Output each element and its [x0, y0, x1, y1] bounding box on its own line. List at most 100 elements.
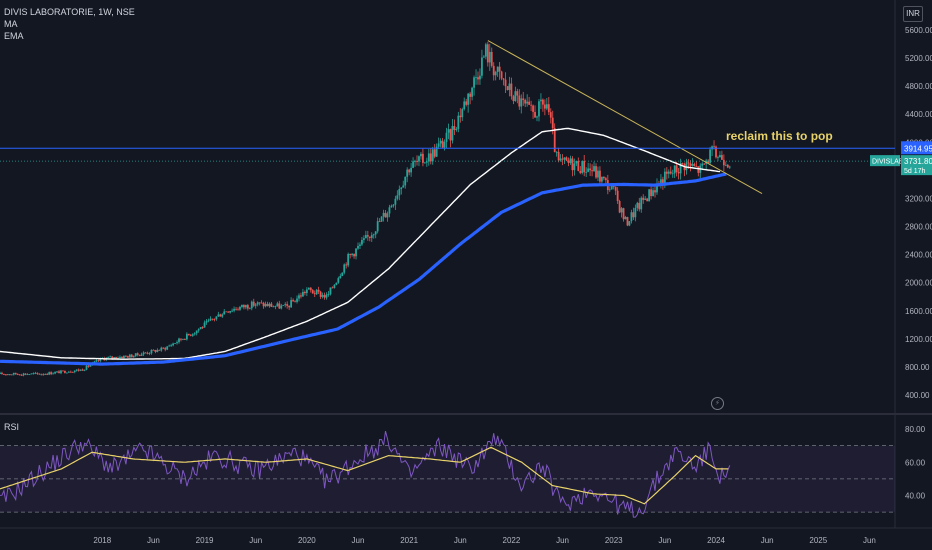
candle: [321, 295, 324, 297]
candle: [484, 44, 487, 57]
last-price-label: 3731.80: [904, 157, 932, 166]
candle: [593, 166, 595, 172]
candle: [241, 304, 243, 307]
candle: [500, 71, 503, 79]
candle: [117, 357, 119, 359]
candle: [447, 129, 450, 133]
candle: [81, 369, 84, 371]
candle: [374, 231, 377, 235]
candle: [581, 160, 584, 173]
last-price-tag: [901, 155, 932, 176]
candle: [180, 338, 182, 340]
legend-ma[interactable]: MA: [4, 19, 18, 29]
candle: [219, 314, 222, 317]
price-tick-label: 5200.00: [905, 54, 932, 63]
candle: [486, 44, 489, 63]
candle: [170, 345, 173, 347]
candle: [536, 116, 538, 118]
candle: [134, 353, 137, 357]
candle: [538, 101, 540, 117]
candle: [378, 221, 381, 223]
candle: [661, 179, 664, 186]
candle: [71, 371, 74, 373]
candle: [561, 158, 564, 160]
candle: [382, 212, 385, 217]
candle: [284, 304, 287, 306]
candle: [345, 264, 348, 266]
candle: [5, 374, 7, 376]
candle: [549, 112, 552, 118]
candle: [85, 365, 88, 370]
candle: [697, 166, 700, 173]
candle: [475, 77, 477, 79]
candle: [642, 197, 645, 200]
candle: [305, 289, 308, 294]
candle: [16, 374, 19, 375]
candle: [209, 318, 212, 321]
candle: [28, 374, 31, 376]
candle: [246, 305, 249, 309]
candle: [477, 77, 479, 80]
candle: [646, 198, 649, 202]
candle: [130, 354, 133, 358]
candle: [516, 91, 519, 96]
candle: [587, 168, 590, 172]
candle: [215, 316, 218, 320]
candle: [341, 272, 344, 276]
candle: [589, 168, 592, 171]
candle: [337, 278, 340, 283]
candle: [717, 157, 719, 159]
candle: [559, 158, 562, 161]
candle: [632, 212, 635, 218]
candle: [73, 370, 76, 373]
candle: [376, 221, 379, 232]
candle: [602, 176, 605, 179]
candle: [439, 140, 442, 144]
candle: [229, 311, 232, 313]
candle: [563, 157, 566, 160]
candle: [372, 234, 375, 236]
rsi-tick-label: 60.00: [905, 458, 926, 467]
legend-ema[interactable]: EMA: [4, 31, 24, 41]
candle: [128, 354, 131, 358]
candle: [482, 56, 485, 58]
rsi-legend[interactable]: RSI: [4, 422, 20, 432]
candle: [414, 161, 416, 163]
candle: [89, 365, 92, 367]
legend-symbol[interactable]: DIVIS LABORATORIE, 1W, NSE: [4, 7, 135, 17]
candle: [370, 235, 373, 238]
candle: [595, 166, 597, 178]
candle: [545, 104, 548, 109]
candle: [691, 163, 694, 166]
currency-button[interactable]: INR: [903, 6, 923, 22]
candle: [12, 372, 15, 375]
ticker-label: DIVISLAB: [872, 159, 904, 166]
candle: [355, 248, 357, 257]
candle: [687, 162, 690, 164]
rsi-ma-line: [0, 446, 729, 505]
candle: [353, 253, 355, 257]
candle: [427, 153, 430, 162]
candle: [1, 372, 3, 375]
candle: [481, 57, 483, 76]
candle: [172, 343, 174, 346]
candle: [599, 170, 601, 182]
candle: [540, 99, 542, 102]
time-tick-label: 2018: [93, 536, 111, 545]
candle: [577, 160, 580, 171]
candle: [266, 303, 269, 307]
lightning-icon[interactable]: ⚡: [711, 397, 724, 410]
candle: [567, 160, 570, 163]
candle: [451, 126, 454, 141]
candle: [34, 372, 37, 374]
candle: [396, 195, 399, 199]
candle: [317, 289, 320, 292]
candle: [227, 311, 230, 313]
candle: [10, 374, 13, 376]
candle: [724, 164, 727, 166]
candle: [410, 167, 413, 173]
candle: [113, 357, 115, 359]
candle: [14, 372, 17, 375]
candle: [77, 369, 80, 371]
